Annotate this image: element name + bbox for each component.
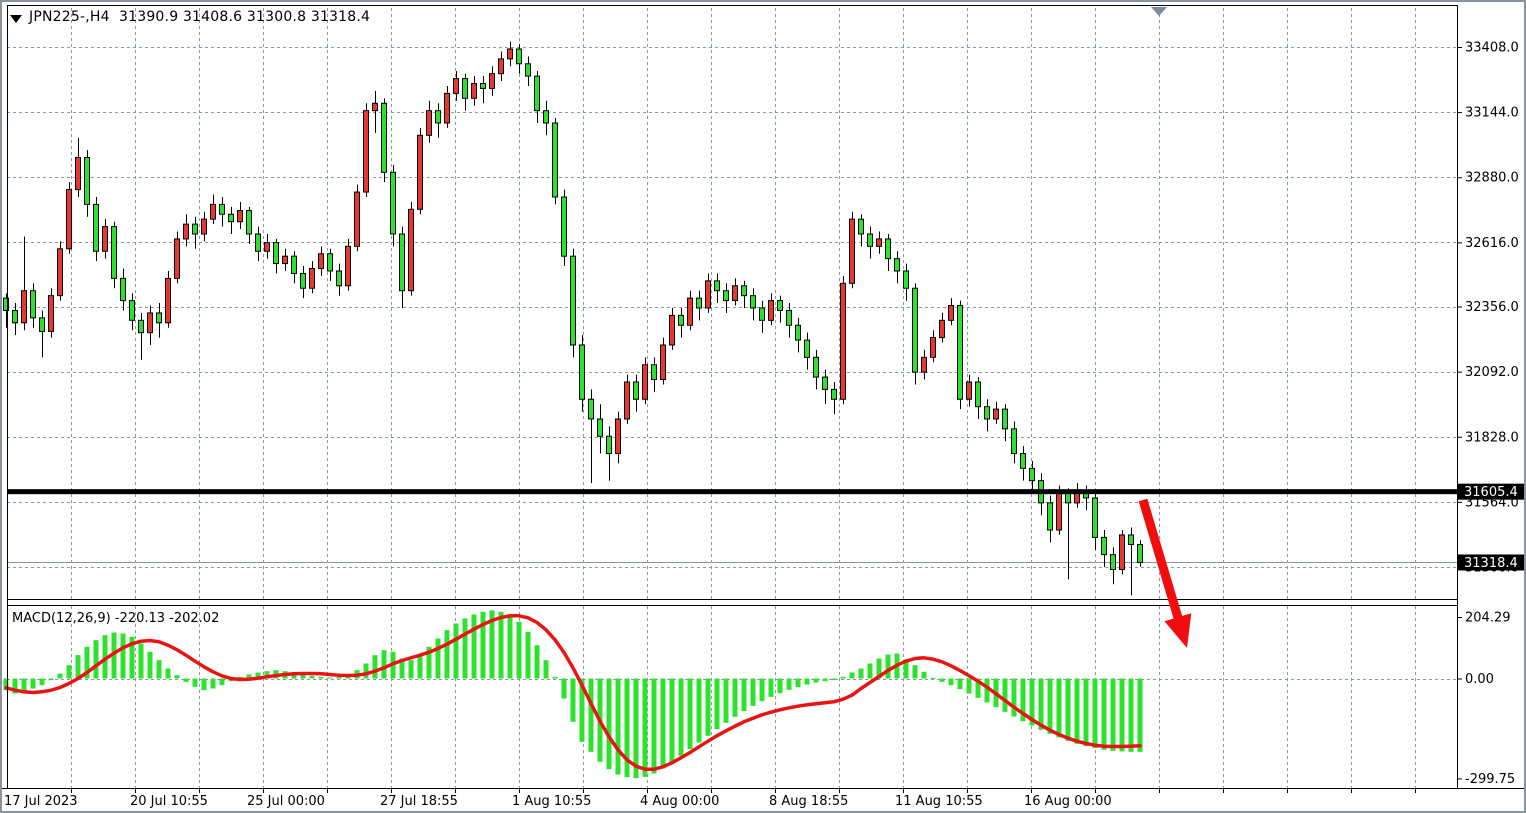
price-axis-label: 32356.0 [1465, 300, 1519, 315]
time-axis-label: 4 Aug 00:00 [640, 794, 719, 809]
price-axis-label: 33144.0 [1465, 106, 1519, 121]
price-axis[interactable]: 33408.0 33144.0 32880.0 32616.0 32356.0 32092… [1457, 41, 1526, 576]
price-axis-label: 32092.0 [1465, 365, 1519, 380]
price-axis-label: 31828.0 [1465, 430, 1519, 445]
time-axis-label: 17 Jul 2023 [4, 794, 78, 809]
macd-axis-label: -299.75 [1465, 772, 1515, 787]
candles-layer [3, 41, 1143, 596]
current-bar-marker-icon [1151, 7, 1167, 16]
chart-frame [2, 5, 1524, 789]
time-axis-label: 1 Aug 10:55 [512, 794, 591, 809]
time-axis-label: 20 Jul 10:55 [130, 794, 208, 809]
chart-title: JPN225-,H4 31390.9 31408.6 31300.8 31318… [29, 9, 371, 25]
macd-axis[interactable]: 204.29 0.00 -299.75 [1457, 611, 1515, 787]
macd-axis-label: 204.29 [1465, 611, 1511, 626]
macd-histogram [3, 610, 1143, 779]
time-axis-label: 16 Aug 00:00 [1024, 794, 1112, 809]
time-axis-label: 27 Jul 18:55 [380, 794, 458, 809]
time-axis[interactable]: 17 Jul 2023 20 Jul 10:55 25 Jul 00:00 27 Ju… [4, 789, 1416, 809]
price-badge-label: 31318.4 [1464, 556, 1518, 571]
price-badge: 31605.4 [1458, 483, 1524, 500]
price-badge: 31318.4 [1458, 554, 1524, 571]
symbol-dropdown-icon[interactable] [10, 15, 22, 23]
macd-indicator-label: MACD(12,26,9) -220.13 -202.02 [12, 611, 220, 626]
price-axis-label: 33408.0 [1465, 41, 1519, 56]
macd-signal-line [4, 614, 1142, 771]
price-axis-label: 32880.0 [1465, 171, 1519, 186]
grid-lines [7, 8, 1457, 788]
time-axis-label: 25 Jul 00:00 [247, 794, 325, 809]
time-axis-label: 8 Aug 18:55 [769, 794, 848, 809]
price-badge-label: 31605.4 [1464, 485, 1518, 500]
macd-axis-label: 0.00 [1465, 672, 1494, 687]
time-axis-label: 11 Aug 10:55 [895, 794, 983, 809]
price-axis-label: 32616.0 [1465, 236, 1519, 251]
down-arrow-annotation[interactable] [1138, 498, 1192, 648]
support-line[interactable] [7, 489, 1457, 495]
